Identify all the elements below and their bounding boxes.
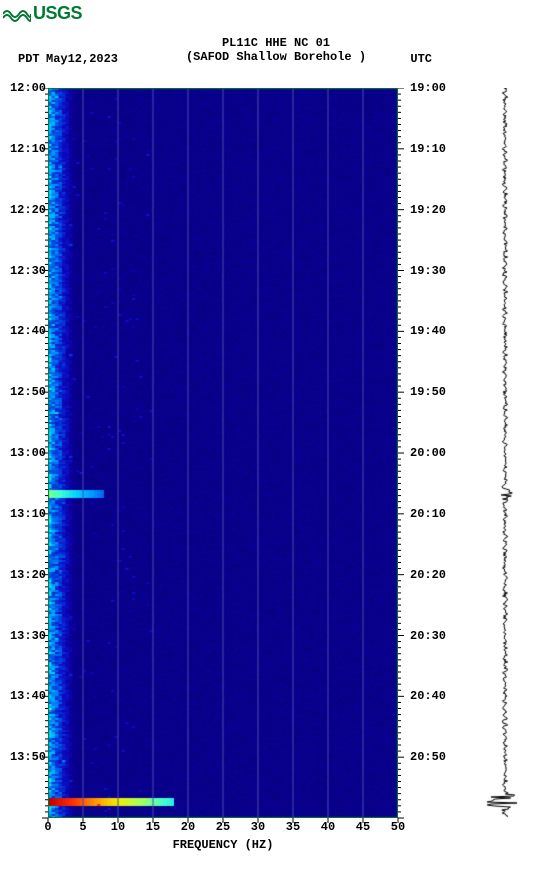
xtick: 30 (251, 820, 265, 834)
xtick: 0 (44, 820, 51, 834)
xtick: 45 (356, 820, 370, 834)
seismogram-canvas (472, 88, 538, 818)
ytick-left: 13:30 (10, 630, 46, 642)
ytick-right: 20:00 (410, 447, 446, 459)
ytick-right: 20:50 (410, 751, 446, 763)
ytick-left: 13:10 (10, 508, 46, 520)
xtick: 40 (321, 820, 335, 834)
xtick: 35 (286, 820, 300, 834)
date-label: May12,2023 (46, 52, 118, 66)
xtick: 25 (216, 820, 230, 834)
ytick-left: 13:40 (10, 690, 46, 702)
ytick-left: 12:10 (10, 143, 46, 155)
ytick-right: 19:20 (410, 204, 446, 216)
ytick-left: 12:30 (10, 265, 46, 277)
ytick-right: 20:10 (410, 508, 446, 520)
ytick-left: 12:50 (10, 386, 46, 398)
ytick-right: 19:30 (410, 265, 446, 277)
xtick: 5 (79, 820, 86, 834)
ytick-left: 12:40 (10, 325, 46, 337)
xtick: 15 (146, 820, 160, 834)
ytick-left: 13:00 (10, 447, 46, 459)
ytick-right: 20:40 (410, 690, 446, 702)
timezone-right: UTC (410, 52, 432, 66)
ytick-left: 12:20 (10, 204, 46, 216)
y-axis-left: 12:0012:1012:2012:3012:4012:5013:0013:10… (8, 88, 46, 818)
ytick-left: 13:50 (10, 751, 46, 763)
spectrogram-plot (48, 88, 398, 818)
usgs-text: USGS (33, 3, 82, 24)
x-axis-label: FREQUENCY (HZ) (48, 838, 398, 852)
ytick-right: 19:00 (410, 82, 446, 94)
timezone-left: PDT (18, 52, 40, 66)
ytick-right: 20:30 (410, 630, 446, 642)
ytick-right: 19:50 (410, 386, 446, 398)
seismogram-plot (472, 88, 538, 818)
ytick-right: 19:10 (410, 143, 446, 155)
ytick-right: 19:40 (410, 325, 446, 337)
ytick-left: 13:20 (10, 569, 46, 581)
y-axis-right: 19:0019:1019:2019:3019:4019:5020:0020:10… (404, 88, 448, 818)
usgs-logo: USGS (3, 3, 82, 24)
x-axis-ticks: 05101520253035404550 (48, 820, 398, 834)
xtick: 50 (391, 820, 405, 834)
xtick: 10 (111, 820, 125, 834)
spectrogram-canvas (48, 88, 398, 818)
ytick-right: 20:20 (410, 569, 446, 581)
station-id: PL11C HHE NC 01 (0, 36, 552, 50)
xtick: 20 (181, 820, 195, 834)
ytick-left: 12:00 (10, 82, 46, 94)
usgs-wave-icon (3, 4, 31, 24)
